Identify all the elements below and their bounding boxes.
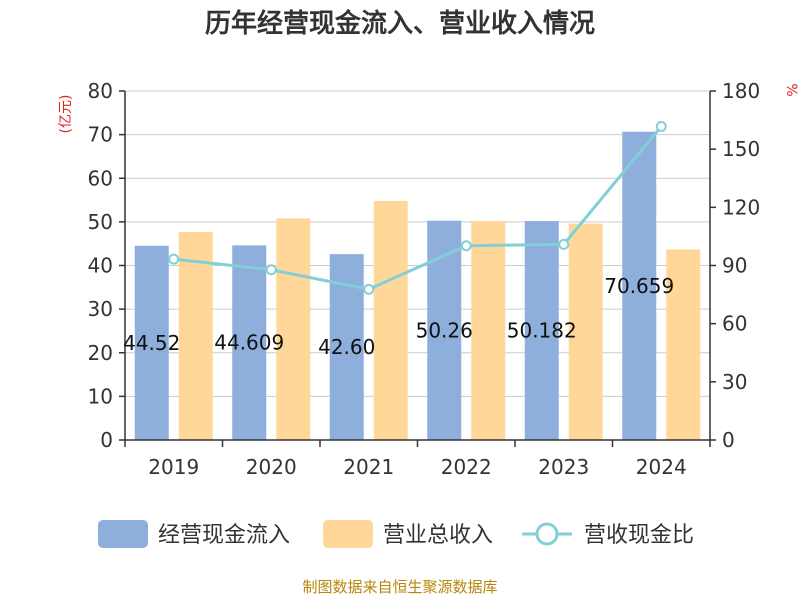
left-tick-label: 70: [88, 123, 113, 147]
bar-revenue: [373, 200, 408, 440]
left-tick-label: 60: [88, 166, 113, 190]
axes: 0 10 20 30 40 50 60 70 80 0 30 60 90 120 150 180 2019 202…: [88, 79, 761, 479]
ratio-point: [558, 238, 570, 250]
ratio-line: [173, 125, 663, 291]
right-tick-label: 150: [722, 137, 760, 161]
x-tick-label: 2024: [636, 455, 687, 479]
legend-label-ratio: 营收现金比: [584, 523, 694, 548]
bar-revenue: [276, 218, 311, 440]
left-tick-label: 0: [100, 428, 113, 452]
bar-series: [134, 131, 701, 440]
bar-value-label: 70.659: [604, 274, 674, 298]
bar-cash-inflow: [524, 221, 559, 440]
left-axis-unit: (亿元): [58, 95, 74, 134]
bar-value-label: 44.609: [214, 331, 284, 355]
left-tick-label: 50: [88, 210, 113, 234]
ratio-point: [460, 240, 472, 252]
left-tick-label: 80: [88, 79, 113, 103]
left-tick-label: 10: [88, 384, 113, 408]
x-tick-label: 2022: [441, 455, 492, 479]
x-tick-label: 2019: [148, 455, 199, 479]
bar-cash-inflow: [134, 245, 169, 440]
x-tick-label: 2020: [246, 455, 297, 479]
x-tick-label: 2023: [538, 455, 589, 479]
right-tick-label: 60: [722, 312, 747, 336]
bar-value-labels: 44.52 44.609 42.60 50.26 50.182 70.659: [123, 274, 674, 359]
chart-title: 历年经营现金流入、营业收入情况: [205, 8, 595, 39]
bar-revenue: [568, 223, 603, 440]
source-note: 制图数据来自恒生聚源数据库: [302, 578, 497, 596]
ratio-point: [363, 283, 375, 295]
right-tick-label: 180: [722, 79, 760, 103]
left-tick-label: 20: [88, 341, 113, 365]
left-tick-label: 40: [88, 254, 113, 278]
legend-swatch-revenue: [323, 520, 373, 548]
ratio-line-series: [168, 120, 667, 295]
bar-cash-inflow: [622, 131, 657, 440]
bar-cash-inflow: [427, 220, 462, 440]
bar-value-label: 44.52: [123, 331, 180, 355]
x-tick-label: 2021: [343, 455, 394, 479]
right-tick-label: 120: [722, 195, 760, 219]
bar-value-label: 50.26: [416, 318, 473, 342]
right-tick-label: 0: [722, 428, 735, 452]
legend-swatch-cash-inflow: [98, 520, 148, 548]
legend-label-revenue: 营业总收入: [383, 523, 493, 548]
right-tick-label: 90: [722, 254, 747, 278]
legend-marker-ratio: [535, 522, 559, 546]
right-tick-label: 30: [722, 370, 747, 394]
ratio-point: [168, 253, 180, 265]
ratio-point: [655, 120, 667, 132]
bar-value-label: 42.60: [318, 335, 375, 359]
bar-cash-inflow: [232, 245, 267, 440]
left-tick-label: 30: [88, 297, 113, 321]
bar-revenue: [178, 231, 213, 440]
bar-value-label: 50.182: [507, 319, 577, 343]
bar-revenue: [666, 249, 701, 440]
ratio-point: [265, 264, 277, 276]
legend-label-cash-inflow: 经营现金流入: [158, 523, 290, 548]
legend: 经营现金流入 营业总收入 营收现金比: [98, 520, 694, 548]
right-axis-unit: %: [783, 83, 799, 96]
bar-revenue: [471, 221, 506, 440]
